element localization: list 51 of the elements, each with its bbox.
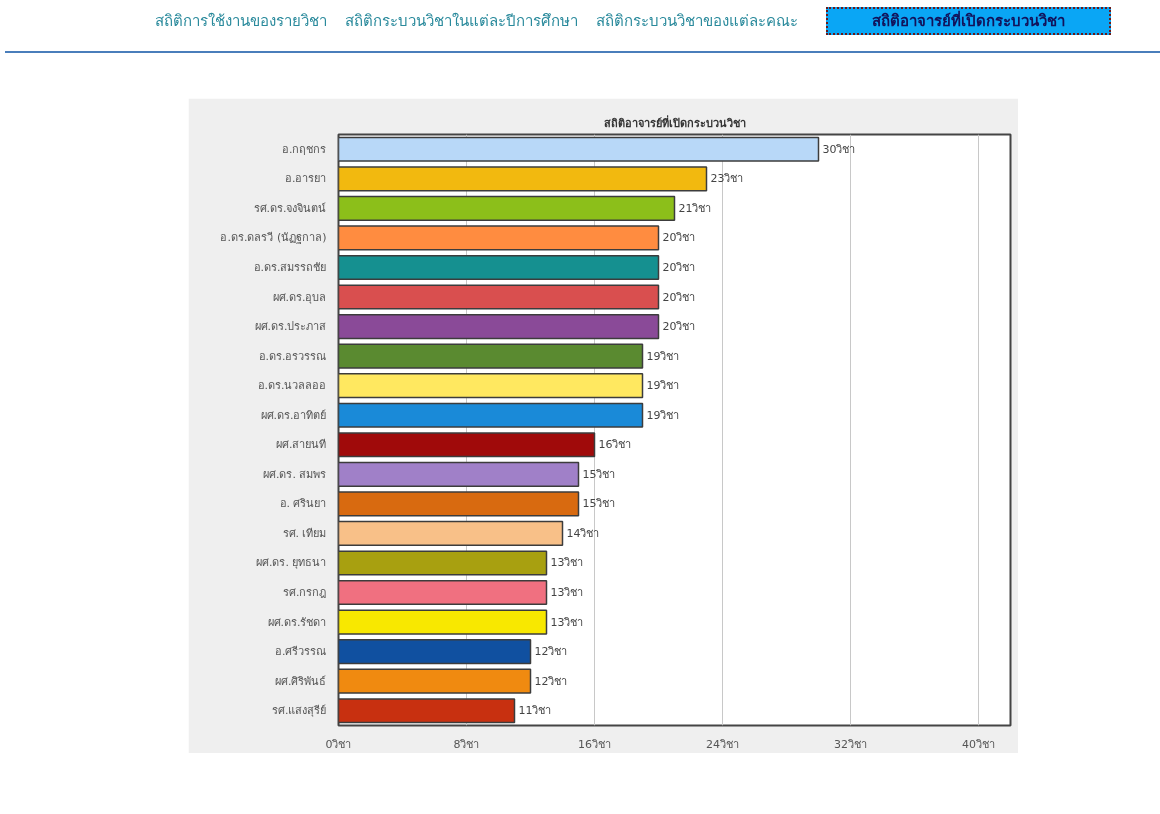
data-label: 15วิชา bbox=[582, 497, 616, 511]
x-tick-label: 8วิชา bbox=[453, 737, 480, 751]
data-label: 16วิชา bbox=[598, 438, 632, 452]
y-tick-label: อ.ศรีวรรณ bbox=[275, 645, 327, 659]
data-label: 14วิชา bbox=[566, 526, 600, 540]
text: สถิติการใช้งานของรายวิชา bbox=[155, 11, 327, 32]
text: สถิติกระบวนวิชาในแต่ละปีการศึกษา bbox=[345, 11, 578, 32]
y-tick-label: ผศ.ดร.ประภาส bbox=[254, 320, 327, 334]
data-label: 13วิชา bbox=[550, 586, 584, 600]
y-tick-label: ผศ.ดร.รัชดา bbox=[267, 615, 327, 629]
y-tick-label: รศ.กรกฎ bbox=[283, 586, 327, 600]
x-tick-label: 24วิชา bbox=[706, 737, 739, 751]
chart-title: สถิติอาจารย์ที่เปิดกระบวนวิชา bbox=[603, 114, 746, 130]
y-tick-label: อ.ดร.นวลลออ bbox=[257, 379, 327, 393]
text: สถิติอาจารย์ที่เปิดกระบวนวิชา bbox=[826, 7, 1111, 35]
y-tick-label: อ.ดร.อรวรรณ bbox=[258, 349, 327, 363]
data-label: 20วิชา bbox=[662, 260, 696, 274]
data-label: 19วิชา bbox=[646, 408, 680, 422]
data-label: 15วิชา bbox=[582, 467, 616, 481]
y-tick-label: รศ. เทียม bbox=[282, 526, 327, 540]
data-label: 19วิชา bbox=[646, 379, 680, 393]
y-tick-label: ผศ.ศิริพันธ์ bbox=[275, 674, 327, 688]
data-label: 11วิชา bbox=[518, 704, 552, 718]
text: สถิติกระบวนวิชาของแต่ละคณะ bbox=[596, 11, 798, 32]
y-tick-label: ผศ.สายนที bbox=[276, 438, 327, 452]
data-label: 12วิชา bbox=[534, 674, 568, 688]
y-tick-label: อ.กฤชกร bbox=[282, 142, 327, 156]
data-label: 20วิชา bbox=[662, 290, 696, 304]
x-tick-label: 16วิชา bbox=[578, 737, 611, 751]
y-tick-label: ผศ.ดร.อาทิตย์ bbox=[260, 408, 327, 422]
y-tick-label: อ.อารยา bbox=[285, 172, 327, 186]
data-label: 20วิชา bbox=[662, 320, 696, 334]
x-tick-label: 0วิชา bbox=[325, 737, 352, 751]
y-tick-label: อ. ศรินยา bbox=[279, 497, 327, 511]
data-label: 21วิชา bbox=[678, 201, 712, 215]
data-label: 30วิชา bbox=[822, 142, 856, 156]
data-label: 23วิชา bbox=[710, 172, 744, 186]
x-tick-label: 32วิชา bbox=[834, 737, 867, 751]
y-tick-label: ผศ.ดร. ยุทธนา bbox=[256, 556, 327, 570]
data-label: 13วิชา bbox=[550, 615, 584, 629]
y-tick-label: รศ.แสงสุรีย์ bbox=[272, 704, 327, 718]
x-tick-label: 40วิชา bbox=[962, 737, 995, 751]
y-tick-label: รศ.ดร.จงจินตน์ bbox=[253, 201, 327, 215]
data-label: 12วิชา bbox=[534, 645, 568, 659]
y-tick-label: ผศ.ดร. สมพร bbox=[263, 467, 327, 481]
data-label: 19วิชา bbox=[646, 349, 680, 363]
y-tick-label: อ.ดร.ดลรวี (นัฏฐกาล) bbox=[220, 231, 327, 245]
y-tick-label: ผศ.ดร.อุบล bbox=[272, 290, 327, 304]
data-label: 13วิชา bbox=[550, 556, 584, 570]
data-label: 20วิชา bbox=[662, 231, 696, 245]
y-tick-label: อ.ดร.สมรรถชัย bbox=[253, 260, 327, 274]
